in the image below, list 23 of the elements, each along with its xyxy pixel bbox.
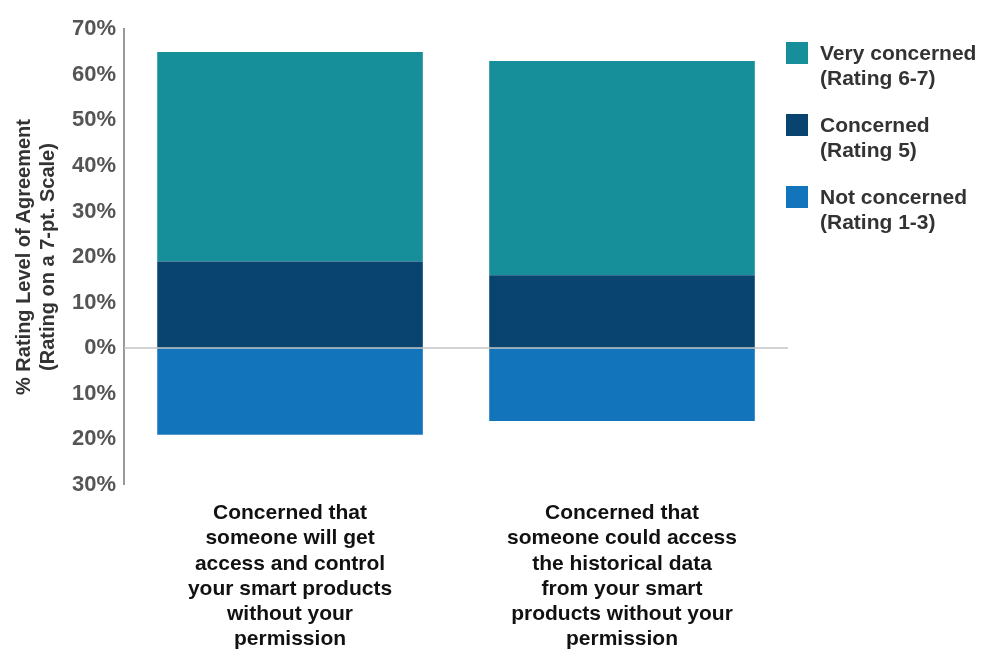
y-tick-label: 40%	[71, 151, 117, 177]
bar	[489, 61, 755, 276]
bar	[157, 261, 423, 349]
y-tick-label: 10%	[71, 379, 117, 405]
x-tick-label: Concerned that someone will get access and control your smart products without your permission	[187, 500, 393, 650]
y-axis-title: % Rating Level of Agreement (Rating on a 7-pt. Scale)	[11, 118, 58, 395]
y-tick-label: 70%	[71, 15, 117, 41]
legend-label: Very concerned (Rating 6-7)	[820, 40, 977, 90]
y-tick-label: 10%	[71, 288, 117, 314]
y-tick-label: 20%	[71, 243, 117, 269]
y-tick-label: 0%	[84, 334, 117, 360]
bar	[489, 275, 755, 349]
bar	[157, 51, 423, 262]
y-tick-label: 60%	[71, 60, 117, 86]
y-tick-label: 30%	[71, 197, 117, 223]
y-tick-label: 30%	[71, 470, 117, 496]
legend-label: Concerned (Rating 5)	[820, 112, 930, 162]
legend-label: Not concerned (Rating 1-3)	[820, 184, 968, 234]
y-tick-label: 50%	[71, 106, 117, 132]
bar	[489, 348, 755, 422]
bar	[157, 348, 423, 435]
x-tick-label: Concerned that someone could access the historical data from your smart products without your permission	[507, 500, 737, 650]
y-tick-label: 20%	[71, 425, 117, 451]
